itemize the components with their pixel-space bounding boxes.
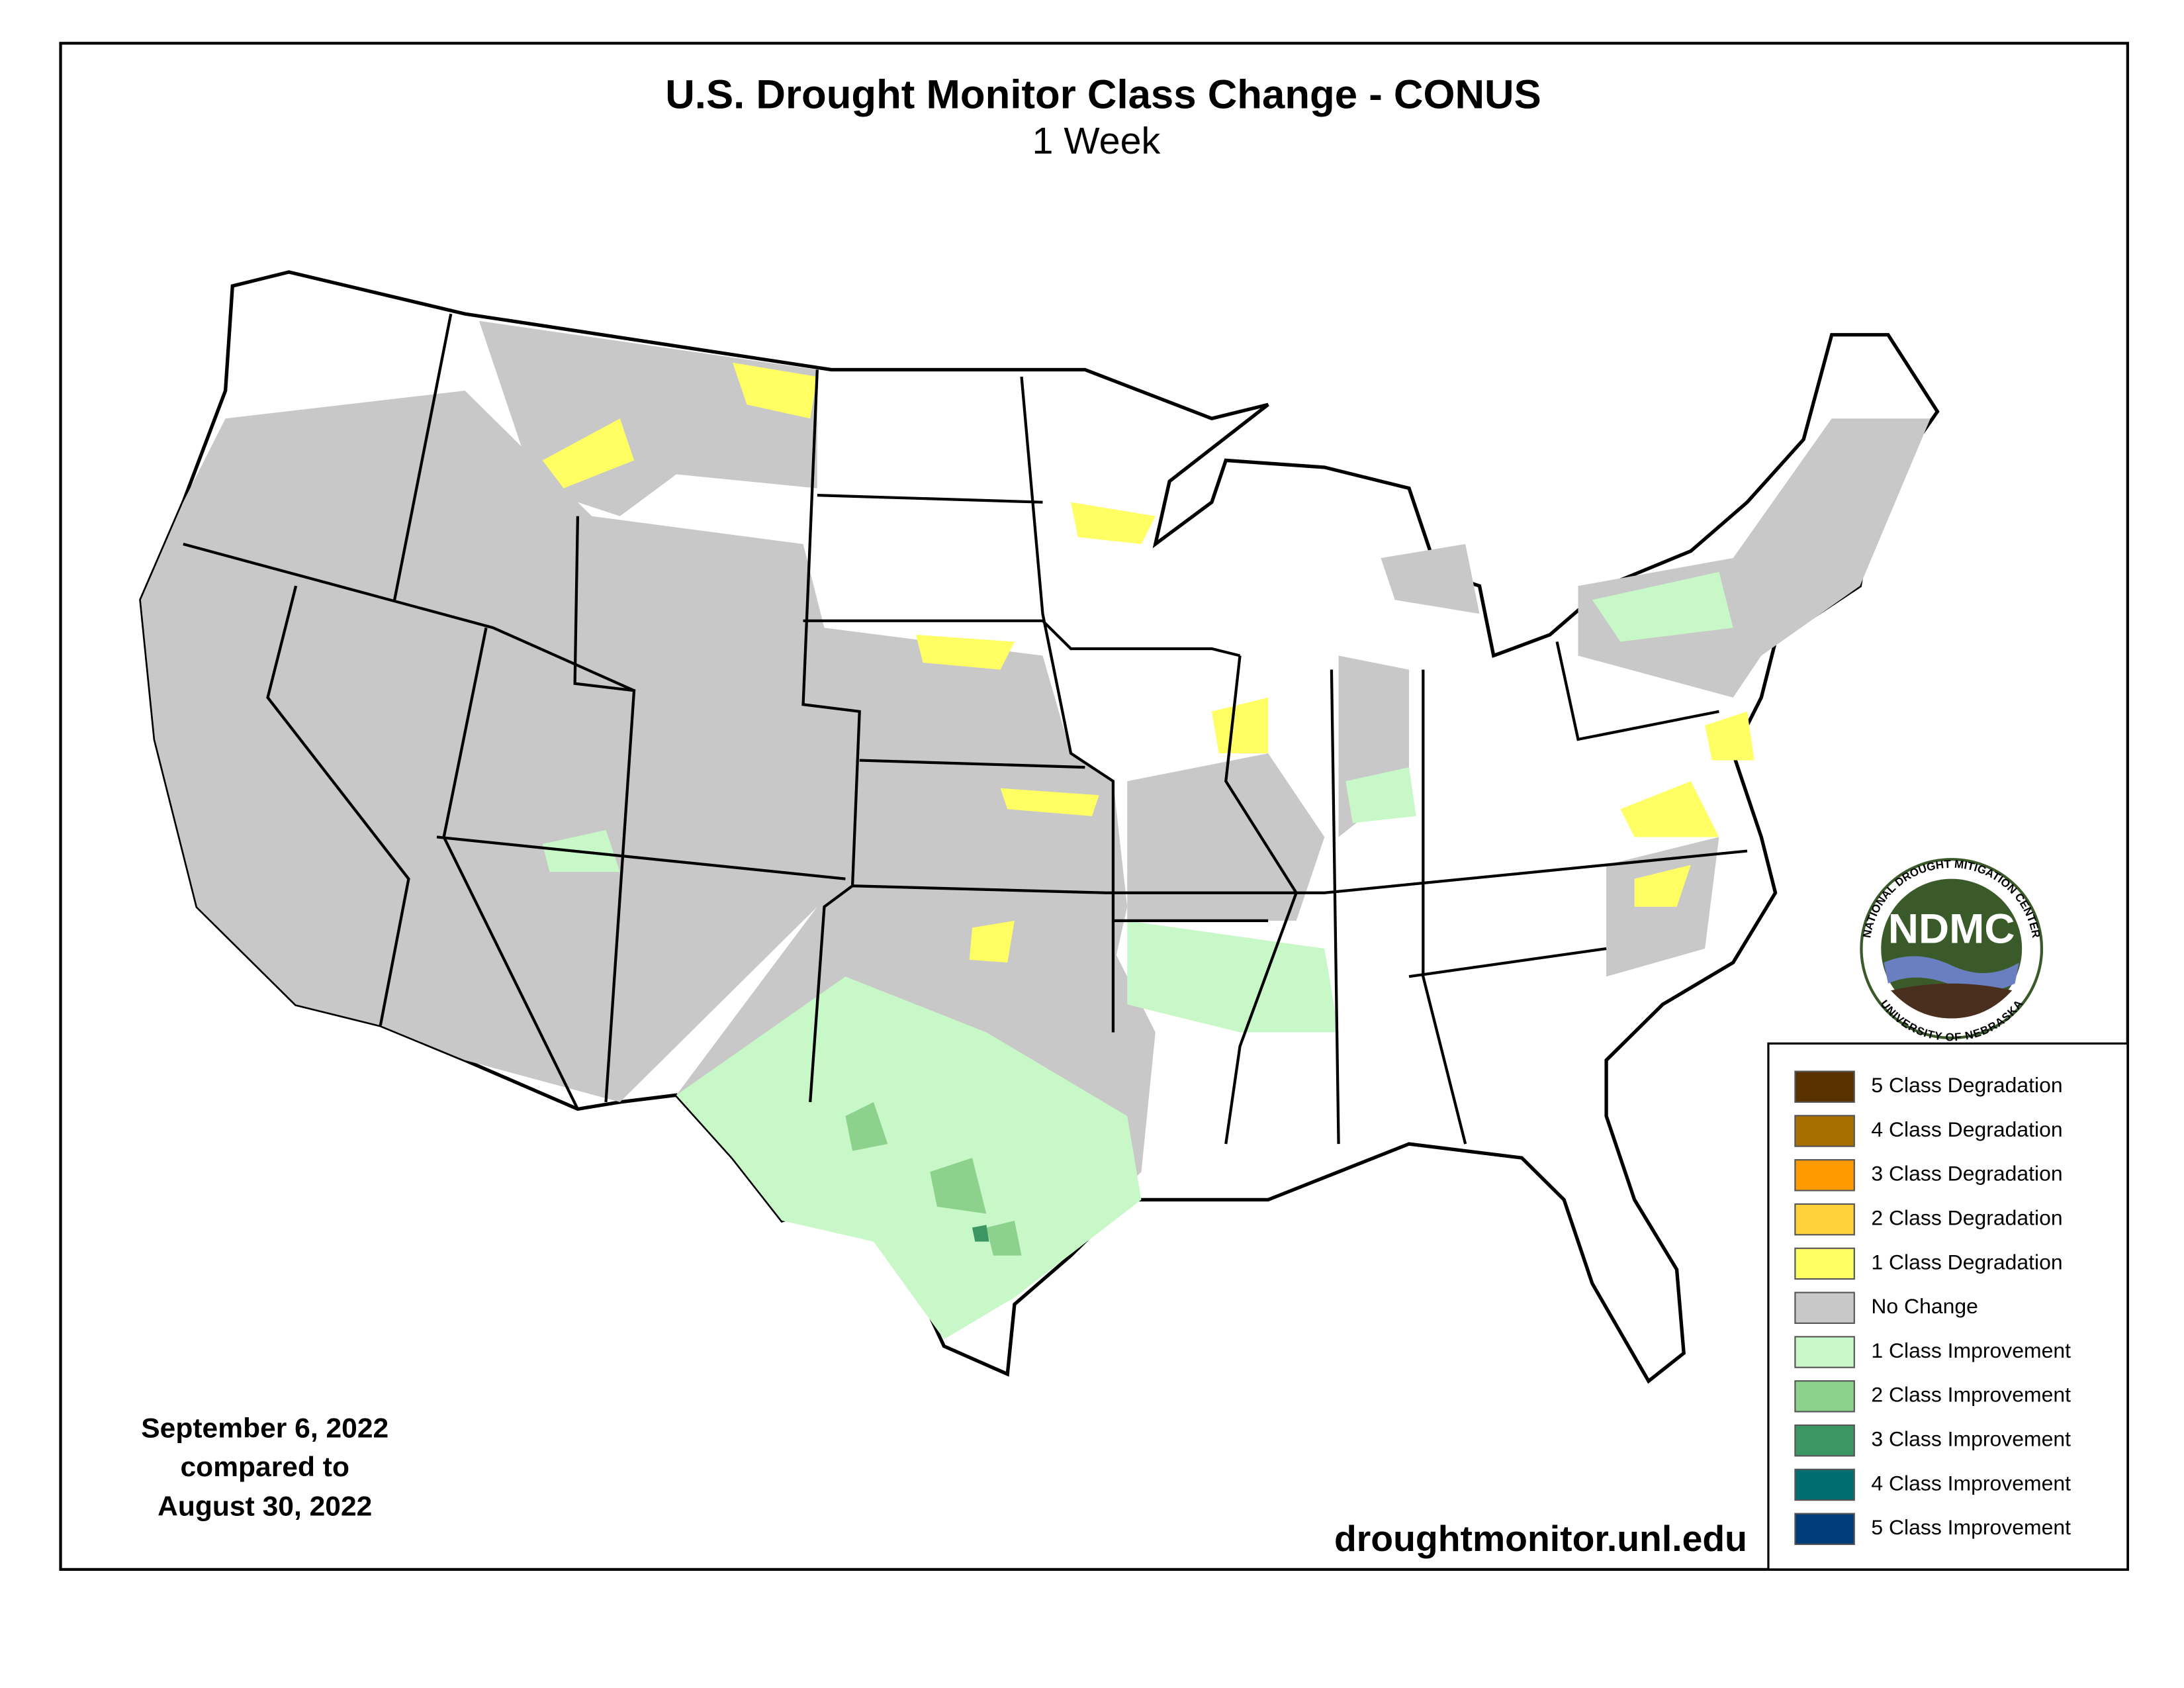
legend-swatch	[1794, 1336, 1855, 1368]
legend-label: 1 Class Degradation	[1871, 1250, 2062, 1274]
no-change-missouri	[1127, 753, 1325, 921]
no-change-michigan	[1381, 543, 1480, 614]
legend-label: 5 Class Improvement	[1871, 1515, 2071, 1539]
improvement-texas	[676, 976, 1142, 1340]
legend-label: 3 Class Improvement	[1871, 1427, 2071, 1451]
legend-label: 3 Class Degradation	[1871, 1162, 2062, 1186]
legend-swatch	[1794, 1468, 1855, 1501]
legend-swatch	[1794, 1159, 1855, 1192]
logo-acronym: NDMC	[1888, 906, 2015, 953]
legend-label: 2 Class Degradation	[1871, 1206, 2062, 1230]
ndmc-logo: NDMC NATIONAL DROUGHT MITIGATION CENTER …	[1860, 858, 2044, 1044]
legend-swatch	[1794, 1424, 1855, 1457]
legend-swatch	[1794, 1380, 1855, 1413]
legend-swatch	[1794, 1115, 1855, 1147]
us-map	[139, 270, 1940, 1384]
change-areas	[140, 320, 1931, 1340]
date-line: August 30, 2022	[158, 1490, 372, 1521]
improvement-ny	[1592, 572, 1733, 642]
title: U.S. Drought Monitor Class Change - CONU…	[665, 72, 1541, 118]
date-block: September 6, 2022 compared to August 30, 2…	[141, 1412, 388, 1521]
date-line: compared to	[181, 1451, 349, 1482]
legend-label: 4 Class Degradation	[1871, 1117, 2062, 1141]
logo-soil	[1891, 983, 2013, 1019]
improvement-3class	[972, 1225, 989, 1242]
legend-label: 5 Class Degradation	[1871, 1073, 2062, 1097]
legend-swatch	[1794, 1203, 1855, 1236]
legend: 5 Class Degradation 4 Class Degradation 3 …	[1794, 1070, 2071, 1545]
legend-label: 4 Class Improvement	[1871, 1471, 2071, 1495]
legend-swatch	[1794, 1247, 1855, 1280]
date-line: September 6, 2022	[141, 1412, 388, 1443]
legend-swatch	[1794, 1513, 1855, 1545]
state-lines	[183, 313, 1748, 1145]
legend-swatch	[1794, 1070, 1855, 1103]
legend-swatch	[1794, 1291, 1855, 1324]
improvement-2class	[845, 1102, 1022, 1256]
subtitle: 1 Week	[1032, 120, 1160, 162]
improvement-indiana	[1345, 767, 1416, 823]
website: droughtmonitor.unl.edu	[1334, 1518, 1747, 1559]
legend-label: 1 Class Improvement	[1871, 1338, 2071, 1362]
legend-label: 2 Class Improvement	[1871, 1383, 2071, 1407]
improvement-south	[1127, 920, 1339, 1033]
legend-label: No Change	[1871, 1294, 1978, 1318]
logo-water	[1884, 956, 2019, 992]
